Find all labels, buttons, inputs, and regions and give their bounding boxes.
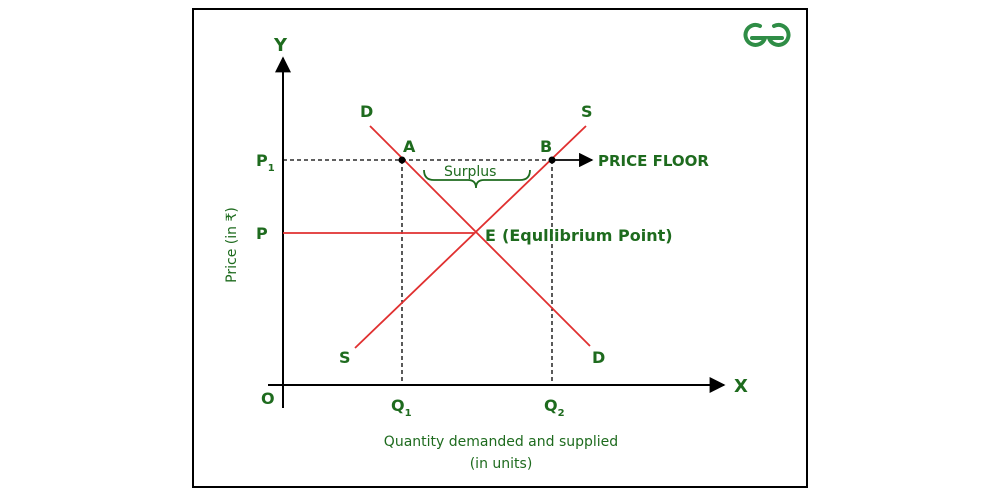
equilibrium-point-label: (Equllibrium Point) [502,226,673,245]
supply-bottom-label: S [339,348,351,367]
y-axis-letter: Y [273,35,288,56]
demand-curve [369,125,591,347]
x-axis-title-line1: Quantity demanded and supplied [384,434,618,450]
demand-top-label: D [360,102,373,121]
x-axis-letter: X [734,376,748,397]
diagram-frame [192,8,808,488]
logo-icon [743,22,791,47]
surplus-brace [423,169,531,189]
supply-top-label: S [581,102,593,121]
q2-label: Q2 [544,396,565,419]
point-b-label: B [540,137,552,156]
supply-curve [354,125,587,349]
point-a-marker [398,156,406,164]
price-floor-label: PRICE FLOOR [598,152,709,170]
point-e-label: E [485,226,496,245]
origin-label: O [261,389,275,408]
point-a-label: A [403,137,416,156]
q1-label: Q1 [391,396,412,419]
x-axis-title-line2: (in units) [470,456,533,472]
surplus-label: Surplus [444,164,496,180]
y-axis-title: Price (in ₹) [224,207,240,283]
demand-bottom-label: D [592,348,605,367]
point-b-marker [548,156,556,164]
p-label: P [256,224,268,243]
p1-label: P1 [256,151,275,174]
